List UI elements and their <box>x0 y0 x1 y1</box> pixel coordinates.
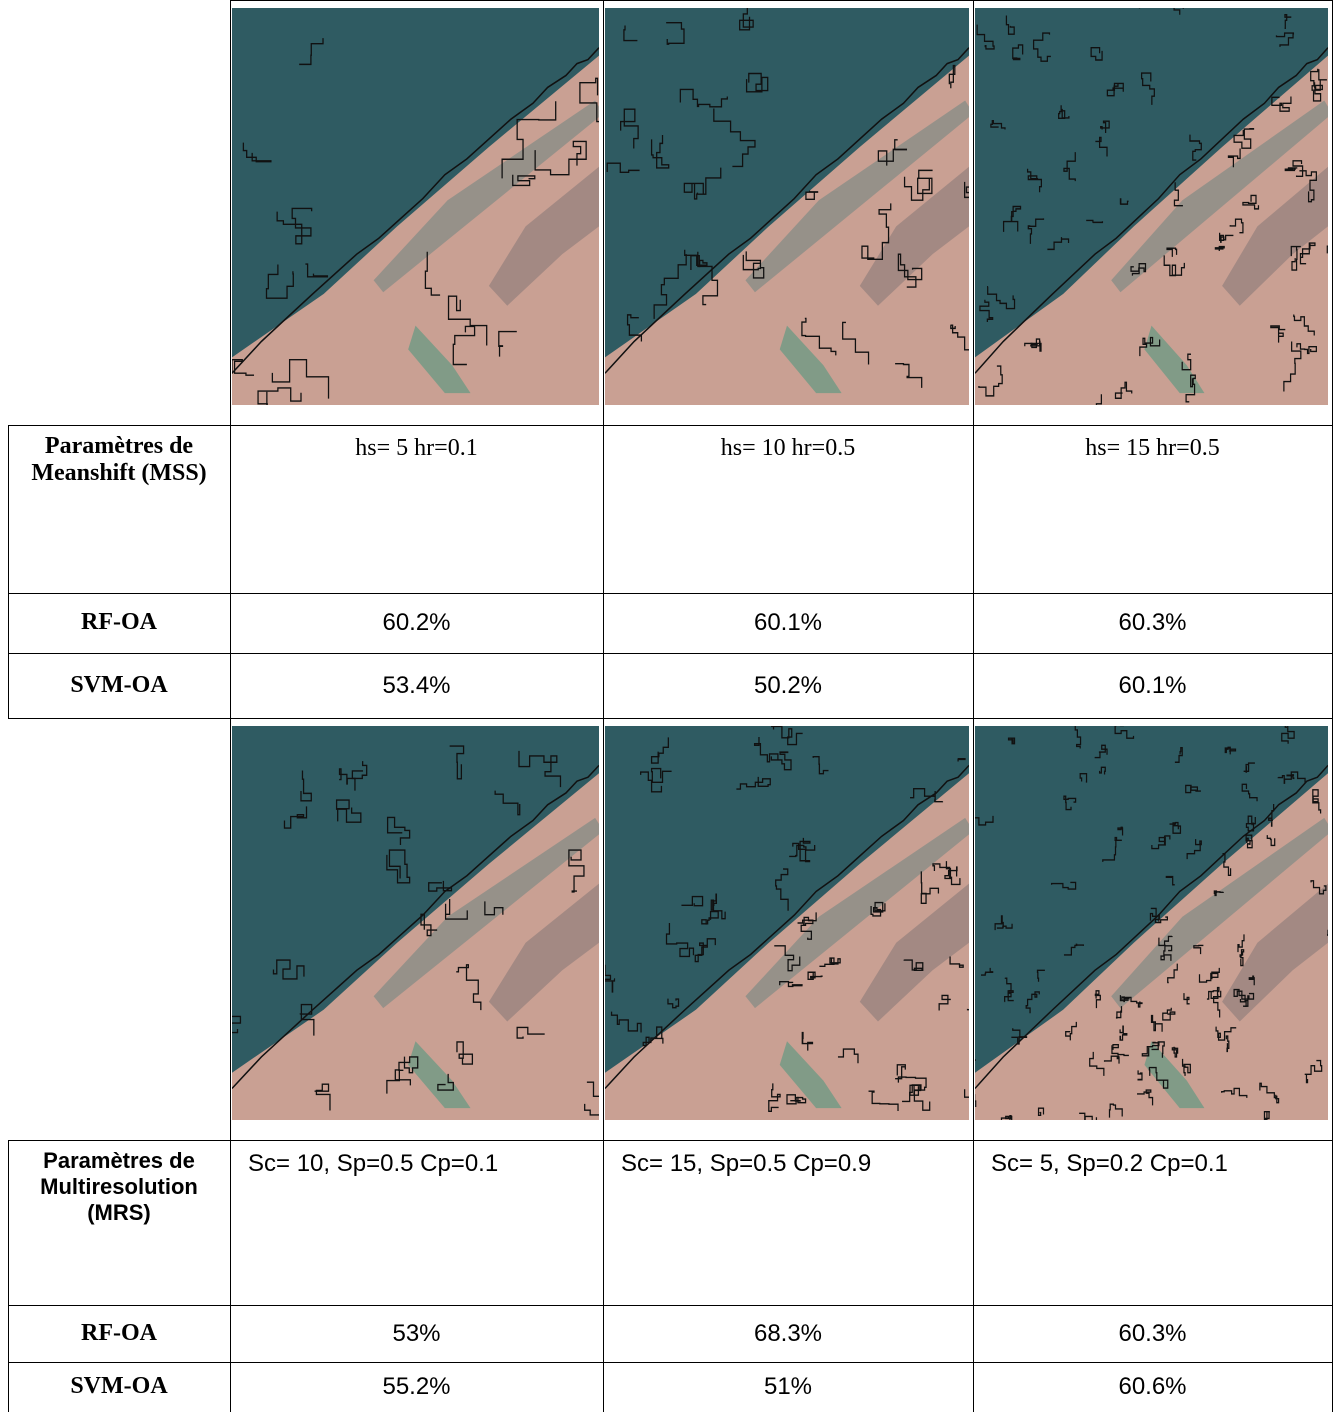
row-value: 60.1% <box>753 609 823 636</box>
row-value: 68.3% <box>753 1319 823 1347</box>
param-value: hs= 10 hr=0.5 <box>720 435 856 461</box>
rule <box>8 593 1332 594</box>
rule <box>8 425 1332 426</box>
param-value: Sc= 15, Sp=0.5 Cp=0.9 <box>621 1150 872 1177</box>
rule <box>230 718 231 1412</box>
row-value: 60.1% <box>1118 671 1187 699</box>
satellite-image <box>975 8 1328 405</box>
rule <box>230 718 1332 719</box>
row-value: 53% <box>392 1319 441 1347</box>
row-value: 60.3% <box>1118 609 1187 636</box>
rule <box>8 1140 1332 1141</box>
rule <box>230 0 231 718</box>
rule <box>8 653 1332 654</box>
param-value: hs= 15 hr=0.5 <box>1085 435 1220 461</box>
row-label: RF-OA <box>81 1319 157 1346</box>
param-value: hs= 5 hr=0.1 <box>355 435 478 461</box>
row-label: RF-OA <box>81 609 157 635</box>
param-value: Sc= 5, Sp=0.2 Cp=0.1 <box>991 1150 1228 1177</box>
param-label: Paramètres de Multiresolution (MRS) <box>40 1148 198 1225</box>
row-label: SVM-OA <box>70 1373 168 1399</box>
rule <box>230 0 1332 1</box>
row-value: 60.6% <box>1118 1373 1187 1400</box>
row-value: 60.3% <box>1118 1319 1187 1347</box>
satellite-image <box>975 726 1328 1120</box>
row-value: 50.2% <box>753 671 823 699</box>
row-label: SVM-OA <box>70 671 168 698</box>
rule <box>973 0 974 718</box>
rule <box>603 0 604 718</box>
row-value: 53.4% <box>382 671 451 699</box>
rule <box>8 1362 1332 1363</box>
rule <box>8 1305 1332 1306</box>
rule <box>8 1140 9 1412</box>
row-value: 60.2% <box>382 609 451 636</box>
rule <box>603 718 604 1412</box>
satellite-image <box>605 8 969 405</box>
satellite-image <box>232 726 599 1120</box>
satellite-image <box>232 8 599 405</box>
rule <box>8 425 9 718</box>
row-value: 55.2% <box>382 1373 451 1400</box>
row-value: 51% <box>763 1373 813 1400</box>
param-value: Sc= 10, Sp=0.5 Cp=0.1 <box>248 1150 499 1177</box>
rule <box>973 718 974 1412</box>
param-label: Paramètres de Meanshift (MSS) <box>31 433 207 486</box>
satellite-image <box>605 726 969 1120</box>
